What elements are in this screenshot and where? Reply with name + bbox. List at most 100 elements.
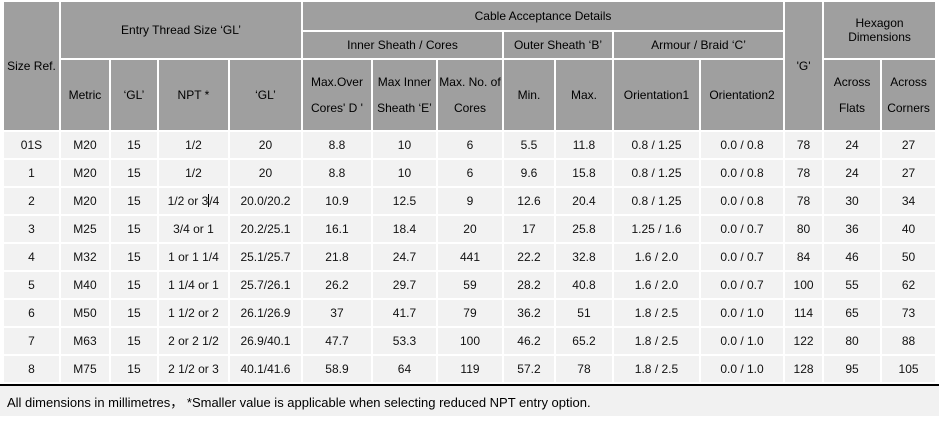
table-cell: 01S [3,132,59,158]
col-header-g: 'G' [785,2,823,130]
table-cell: 27 [882,132,936,158]
table-cell: 0.0 / 0.8 [700,188,784,214]
col-header-orientation2: Orientation2 [700,60,784,130]
table-cell: 28.2 [503,272,554,298]
table-cell: 0.8 / 1.25 [613,188,699,214]
table-cell: 24.7 [372,244,436,270]
table-cell: 26.1/26.9 [229,300,301,326]
col-header-max: Max. [555,60,612,130]
table-cell: 0.8 / 1.25 [613,160,699,186]
table-row: 2 M20 15 1/2 or 3/4 20.0/20.2 10.9 12.5 9 12.6 20… [3,188,936,214]
table-cell: 15 [110,244,157,270]
table-cell: 65.2 [555,328,612,354]
col-header-npt: NPT * [158,60,228,130]
table-cell: 0.8 / 1.25 [613,132,699,158]
dimensions-footnote: All dimensions in millimetres， *Smaller … [0,386,939,416]
cable-gland-table: Size Ref. Entry Thread Size ‘GL’ Cable A… [2,0,937,384]
table-cell: 20 [437,216,502,242]
table-cell: 1 or 1 1/4 [158,244,228,270]
table-cell: 40 [882,216,936,242]
table-cell: 15 [110,160,157,186]
table-cell: 0.0 / 0.8 [700,132,784,158]
table-cell: 29.7 [372,272,436,298]
table-cell: 5.5 [503,132,554,158]
header-row-groups: Size Ref. Entry Thread Size ‘GL’ Cable A… [3,2,936,130]
table-cell: 30 [824,188,881,214]
table-cell: 15 [110,328,157,354]
table-cell: 0.0 / 1.0 [700,356,784,382]
table-cell: 1 [3,160,59,186]
table-cell: 9 [437,188,502,214]
table-row: 7 M63 15 2 or 2 1/2 26.9/40.1 47.7 53.3 100 46.2… [3,328,936,354]
col-header-across-corners: Across Corners [882,60,936,130]
col-group-cable-acceptance-details: Cable Acceptance Details [302,2,784,30]
col-group-inner-sheath-cores: Inner Sheath / Cores [302,32,502,58]
table-row: 4 M32 15 1 or 1 1/4 25.1/25.7 21.8 24.7 441 22.2… [3,244,936,270]
table-cell: 16.1 [302,216,371,242]
table-cell: M20 [60,132,109,158]
table-cell: 24 [824,132,881,158]
table-cell: 11.8 [555,132,612,158]
table-cell: 114 [785,300,823,326]
table-cell: 0.0 / 0.7 [700,272,784,298]
table-cell: 20.4 [555,188,612,214]
table-cell: 20.2/25.1 [229,216,301,242]
col-header-gl-npt: ‘GL’ [229,60,301,130]
table-cell: 88 [882,328,936,354]
table-cell: 20 [229,160,301,186]
table-cell: 20 [229,132,301,158]
table-cell: M20 [60,160,109,186]
table-cell: 37 [302,300,371,326]
table-cell: 64 [372,356,436,382]
table-cell: 17 [503,216,554,242]
table-cell: 40.1/41.6 [229,356,301,382]
table-cell: 73 [882,300,936,326]
table-cell: 7 [3,328,59,354]
table-cell: 53.3 [372,328,436,354]
table-cell: 0.0 / 1.0 [700,328,784,354]
table-cell: 24 [824,160,881,186]
table-cell: 78 [785,132,823,158]
col-header-size-ref: Size Ref. [3,2,59,130]
table-cell: 21.8 [302,244,371,270]
table-cell: 84 [785,244,823,270]
table-cell: 6 [3,300,59,326]
table-cell: 65 [824,300,881,326]
col-header-max-over-cores-d: Max.Over Cores' D ' [302,60,371,130]
table-cell: 22.2 [503,244,554,270]
table-cell: 0.0 / 0.7 [700,216,784,242]
table-cell: 100 [785,272,823,298]
table-cell: 15 [110,300,157,326]
table-cell: 78 [785,188,823,214]
table-cell: 128 [785,356,823,382]
table-cell: 12.6 [503,188,554,214]
col-header-orientation1: Orientation1 [613,60,699,130]
table-cell: 441 [437,244,502,270]
table-cell: 1 1/2 or 2 [158,300,228,326]
table-cell: 4 [3,244,59,270]
col-header-max-inner-sheath-e: Max Inner Sheath ‘E’ [372,60,436,130]
table-cell: 50 [882,244,936,270]
table-cell: 15 [110,188,157,214]
table-cell: 78 [785,160,823,186]
table-row: 5 M40 15 1 1/4 or 1 25.7/26.1 26.2 29.7 59 28.2 4… [3,272,936,298]
table-cell: 6 [437,160,502,186]
table-row: 8 M75 15 2 1/2 or 3 40.1/41.6 58.9 64 119 57.2 78… [3,356,936,382]
table-cell: 105 [882,356,936,382]
table-cell: 15 [110,356,157,382]
table-cell: 0.0 / 0.8 [700,160,784,186]
table-cell: 1.6 / 2.0 [613,244,699,270]
table-cell: 6 [437,132,502,158]
table-cell: 55 [824,272,881,298]
table-cell: 79 [437,300,502,326]
table-cell: 18.4 [372,216,436,242]
table-cell: 25.7/26.1 [229,272,301,298]
table-row: 6 M50 15 1 1/2 or 2 26.1/26.9 37 41.7 79 36.2 51 1… [3,300,936,326]
col-header-across-flats: Across Flats [824,60,881,130]
table-cell: 1/2 [158,132,228,158]
table-cell: 2 1/2 or 3 [158,356,228,382]
table-cell: 58.9 [302,356,371,382]
col-header-gl-metric: ‘GL’ [110,60,157,130]
table-row: 3 M25 15 3/4 or 1 20.2/25.1 16.1 18.4 20 17 25.8 1… [3,216,936,242]
table-cell: 100 [437,328,502,354]
